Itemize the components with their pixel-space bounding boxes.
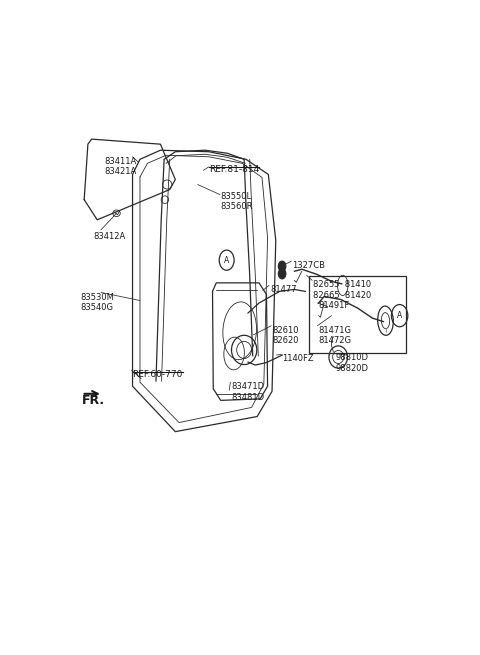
- Text: 83412A: 83412A: [94, 233, 126, 242]
- Text: 83550L
83560R: 83550L 83560R: [220, 192, 252, 212]
- Circle shape: [278, 261, 286, 271]
- Text: A: A: [397, 311, 402, 320]
- Text: 81477: 81477: [270, 286, 297, 294]
- Text: 82655  81410
82665  81420: 82655 81410 82665 81420: [313, 280, 371, 300]
- Text: 83530M
83540G: 83530M 83540G: [81, 293, 114, 312]
- Circle shape: [278, 269, 286, 279]
- Text: REF.60-770: REF.60-770: [132, 370, 183, 379]
- Text: FR.: FR.: [83, 394, 106, 407]
- Text: 81491F: 81491F: [319, 301, 350, 310]
- Text: 81471G
81472G: 81471G 81472G: [319, 326, 351, 345]
- Text: 83411A
83421A: 83411A 83421A: [105, 157, 137, 176]
- Text: REF.81-814: REF.81-814: [209, 165, 259, 174]
- Text: 82610
82620: 82610 82620: [272, 326, 299, 345]
- Text: A: A: [224, 255, 229, 265]
- Text: 1327CB: 1327CB: [292, 261, 325, 270]
- Text: 98810D
98820D: 98810D 98820D: [335, 354, 368, 373]
- Text: 83471D
83481D: 83471D 83481D: [232, 383, 265, 402]
- Text: 1140FZ: 1140FZ: [282, 354, 314, 364]
